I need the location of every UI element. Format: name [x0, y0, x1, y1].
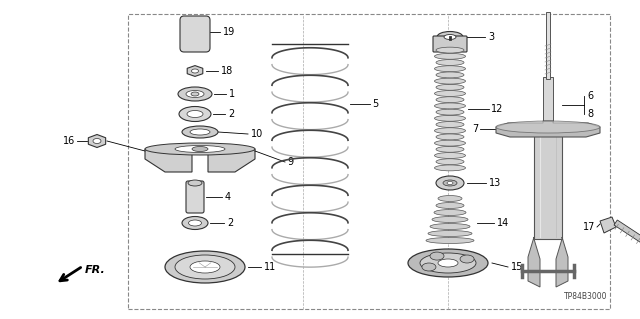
FancyBboxPatch shape: [180, 16, 210, 52]
Ellipse shape: [436, 203, 464, 209]
Ellipse shape: [175, 255, 235, 279]
Ellipse shape: [426, 238, 474, 243]
Ellipse shape: [460, 255, 474, 263]
Text: 10: 10: [251, 129, 263, 139]
Ellipse shape: [436, 159, 464, 165]
Ellipse shape: [145, 143, 255, 155]
Text: 13: 13: [489, 178, 501, 188]
Ellipse shape: [434, 210, 466, 215]
Ellipse shape: [93, 138, 101, 144]
Ellipse shape: [186, 91, 204, 98]
Ellipse shape: [436, 60, 464, 65]
Ellipse shape: [435, 152, 465, 159]
Text: 14: 14: [497, 218, 509, 228]
Ellipse shape: [436, 84, 464, 90]
Text: 5: 5: [372, 99, 378, 109]
Polygon shape: [556, 237, 568, 287]
Text: 8: 8: [587, 109, 593, 119]
Text: 2: 2: [228, 109, 234, 119]
Ellipse shape: [435, 53, 465, 59]
Ellipse shape: [435, 128, 465, 134]
Ellipse shape: [191, 69, 198, 73]
Ellipse shape: [443, 180, 457, 186]
FancyBboxPatch shape: [543, 77, 553, 129]
Ellipse shape: [435, 91, 465, 96]
FancyBboxPatch shape: [433, 36, 467, 52]
FancyBboxPatch shape: [546, 12, 550, 79]
Ellipse shape: [435, 103, 465, 109]
Ellipse shape: [190, 261, 220, 273]
Polygon shape: [88, 135, 106, 147]
Ellipse shape: [175, 145, 225, 152]
Ellipse shape: [187, 110, 203, 117]
Ellipse shape: [435, 115, 465, 121]
Text: TP84B3000: TP84B3000: [563, 292, 607, 301]
Ellipse shape: [435, 78, 465, 84]
Polygon shape: [614, 220, 640, 248]
Text: 1: 1: [229, 89, 235, 99]
Ellipse shape: [436, 97, 464, 103]
Ellipse shape: [437, 32, 463, 42]
Ellipse shape: [182, 126, 218, 138]
Ellipse shape: [422, 263, 436, 271]
Ellipse shape: [432, 217, 468, 222]
Ellipse shape: [436, 122, 464, 128]
Ellipse shape: [496, 121, 600, 133]
Ellipse shape: [436, 176, 464, 190]
Text: 19: 19: [223, 27, 236, 37]
Ellipse shape: [190, 129, 210, 135]
Text: 9: 9: [287, 157, 293, 167]
Ellipse shape: [436, 72, 464, 78]
Ellipse shape: [435, 165, 465, 171]
Ellipse shape: [192, 146, 208, 152]
Ellipse shape: [430, 224, 470, 229]
Ellipse shape: [189, 220, 202, 226]
Polygon shape: [188, 66, 203, 76]
Ellipse shape: [178, 87, 212, 101]
Ellipse shape: [444, 34, 456, 40]
Polygon shape: [528, 237, 540, 287]
Text: 15: 15: [511, 262, 524, 272]
Text: 11: 11: [264, 262, 276, 272]
Text: 18: 18: [221, 66, 233, 76]
Ellipse shape: [447, 182, 453, 184]
Ellipse shape: [428, 231, 472, 236]
Text: 3: 3: [488, 32, 494, 42]
Text: 16: 16: [63, 136, 75, 146]
FancyBboxPatch shape: [534, 127, 562, 239]
FancyBboxPatch shape: [186, 181, 204, 213]
Ellipse shape: [165, 251, 245, 283]
Ellipse shape: [420, 253, 476, 273]
Ellipse shape: [191, 92, 199, 96]
Ellipse shape: [435, 140, 465, 146]
Text: 4: 4: [225, 192, 231, 202]
Ellipse shape: [408, 249, 488, 277]
Ellipse shape: [436, 47, 464, 53]
Text: 7: 7: [472, 124, 478, 134]
Ellipse shape: [188, 180, 202, 186]
Ellipse shape: [430, 252, 444, 260]
Text: 2: 2: [227, 218, 233, 228]
Ellipse shape: [435, 66, 465, 72]
Text: 12: 12: [491, 104, 504, 114]
Polygon shape: [600, 217, 616, 233]
Ellipse shape: [436, 109, 464, 115]
Polygon shape: [496, 121, 600, 137]
Polygon shape: [145, 144, 255, 172]
Ellipse shape: [182, 217, 208, 229]
Text: 6: 6: [587, 91, 593, 101]
Ellipse shape: [438, 259, 458, 267]
Ellipse shape: [179, 107, 211, 122]
Text: 17: 17: [582, 222, 595, 232]
Ellipse shape: [436, 134, 464, 140]
Ellipse shape: [436, 146, 464, 152]
Ellipse shape: [438, 196, 462, 202]
Text: FR.: FR.: [85, 265, 106, 275]
